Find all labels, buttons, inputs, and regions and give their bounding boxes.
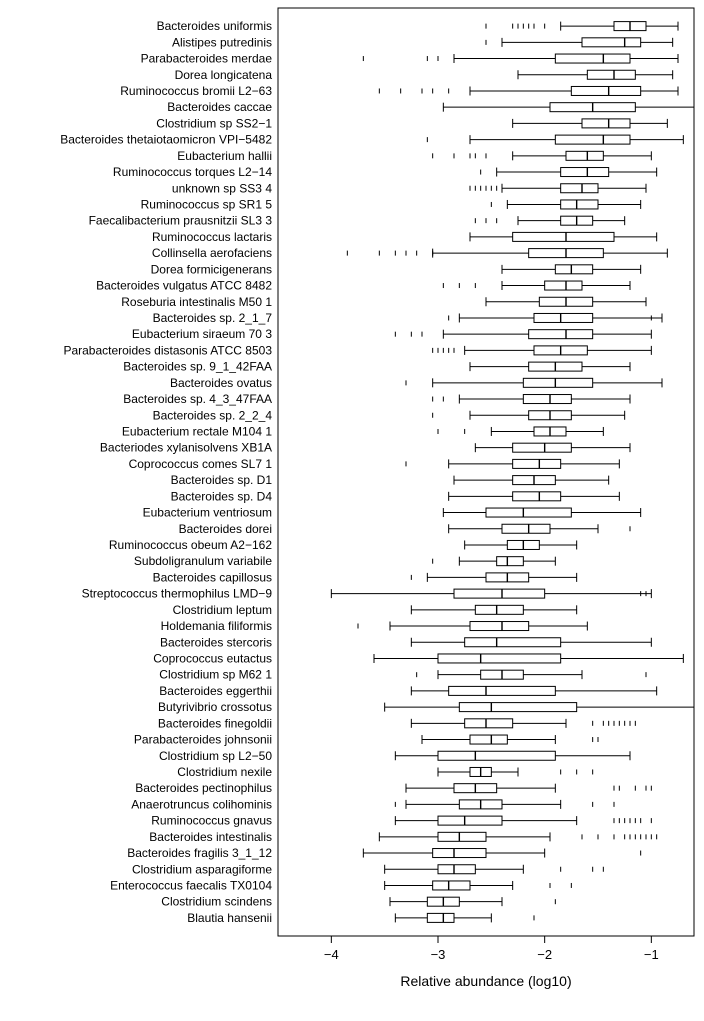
x-tick-label: −3	[431, 947, 446, 962]
species-label: Bacteroides sp. D1	[171, 473, 273, 487]
species-label: Collinsella aerofaciens	[152, 246, 272, 260]
x-axis-label: Relative abundance (log10)	[400, 973, 571, 989]
species-label: Ruminococcus obeum A2−162	[109, 538, 272, 552]
species-label: Clostridium asparagiforme	[132, 862, 272, 876]
species-label: Blautia hansenii	[187, 911, 272, 925]
species-label: unknown sp SS3 4	[172, 181, 272, 195]
boxplot-chart: Bacteroides uniformis Alistipes putredini…	[0, 0, 704, 1021]
species-label: Parabacteroides johnsonii	[134, 733, 272, 747]
species-label: Bacteroides finegoldii	[158, 716, 272, 730]
species-label: Clostridium nexile	[177, 765, 272, 779]
species-label: Ruminococcus sp SR1 5	[141, 197, 273, 211]
species-label: Ruminococcus bromii L2−63	[120, 84, 272, 98]
species-label: Bacteroides uniformis	[157, 19, 272, 33]
species-label: Alistipes putredinis	[172, 35, 272, 49]
species-label: Bacteroides sp. 2_2_4	[153, 408, 273, 422]
species-label: Bacteroides intestinalis	[149, 830, 272, 844]
species-label: Bacteroides capillosus	[153, 570, 272, 584]
species-label: Ruminococcus lactaris	[152, 230, 272, 244]
x-tick-label: −4	[324, 947, 339, 962]
species-label: Eubacterium hallii	[177, 149, 272, 163]
species-label: Clostridium scindens	[161, 895, 272, 909]
species-label: Eubacterium rectale M104 1	[122, 424, 272, 438]
species-label: Subdoligranulum variabile	[134, 554, 272, 568]
species-label: Butyrivibrio crossotus	[158, 700, 272, 714]
species-label: Clostridium sp L2−50	[159, 749, 272, 763]
species-label: Bacteroides sp. 9_1_42FAA	[123, 360, 272, 374]
species-label: Coprococcus comes SL7 1	[129, 457, 273, 471]
species-label: Parabacteroides merdae	[141, 52, 273, 66]
species-label: Bacteroides sp. 4_3_47FAA	[123, 392, 272, 406]
species-label: Streptococcus thermophilus LMD−9	[82, 587, 273, 601]
species-label: Faecalibacterium prausnitzii SL3 3	[89, 214, 273, 228]
species-label: Bacteriodes xylanisolvens XB1A	[100, 441, 272, 455]
species-label: Bacteroides caccae	[167, 100, 272, 114]
species-label: Bacteroides fragilis 3_1_12	[127, 846, 272, 860]
species-label: Enterococcus faecalis TX0104	[110, 878, 272, 892]
species-label: Bacteroides vulgatus ATCC 8482	[96, 279, 272, 293]
species-label: Holdemania filiformis	[161, 619, 272, 633]
species-label: Dorea longicatena	[175, 68, 273, 82]
species-label: Bacteroides eggerthii	[159, 684, 272, 698]
species-label: Clostridium sp SS2−1	[156, 116, 272, 130]
species-label: Bacteroides sp. 2_1_7	[153, 311, 273, 325]
x-tick-label: −2	[537, 947, 552, 962]
species-label: Clostridium leptum	[173, 603, 272, 617]
species-label: Bacteroides pectinophilus	[135, 781, 272, 795]
x-tick-label: −1	[644, 947, 659, 962]
species-label: Eubacterium ventriosum	[143, 506, 272, 520]
species-label: Bacteroides ovatus	[170, 376, 272, 390]
species-label: Ruminococcus torques L2−14	[113, 165, 272, 179]
species-label: Bacteroides dorei	[179, 522, 272, 536]
species-label: Clostridium sp M62 1	[159, 668, 272, 682]
species-label: Bacteroides stercoris	[160, 635, 272, 649]
species-label: Bacteroides sp. D4	[171, 489, 273, 503]
species-label: Coprococcus eutactus	[153, 651, 272, 665]
species-label: Ruminococcus gnavus	[151, 814, 272, 828]
species-label: Parabacteroides distasonis ATCC 8503	[63, 343, 272, 357]
species-label: Bacteroides thetaiotaomicron VPI−5482	[60, 133, 272, 147]
species-label: Roseburia intestinalis M50 1	[121, 295, 272, 309]
species-label: Anaerotruncus colihominis	[131, 797, 272, 811]
species-label: Eubacterium siraeum 70 3	[132, 327, 272, 341]
species-label: Dorea formicigenerans	[151, 262, 272, 276]
